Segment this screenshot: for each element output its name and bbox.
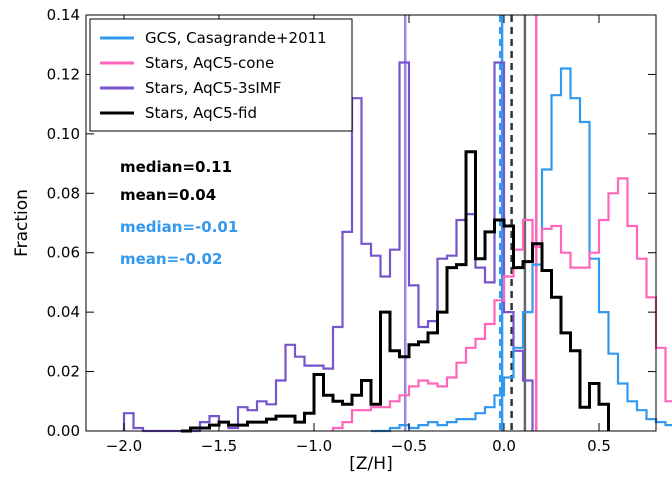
y-tick-label: 0.04 [47, 303, 80, 321]
legend-label: GCS, Casagrande+2011 [145, 29, 327, 47]
x-tick-label: 0.0 [492, 437, 516, 455]
y-tick-label: 0.00 [47, 422, 80, 440]
annotation-mean-fid: mean=0.04 [120, 186, 216, 204]
x-tick-label: −1.5 [201, 437, 237, 455]
y-tick-label: 0.14 [47, 6, 80, 24]
series-step-line [122, 61, 534, 433]
axes: −2.0 −1.5 −1.0 −0.5 0.0 0.5 0.000.020.040.060… [12, 6, 657, 474]
x-tick-label: 0.5 [587, 437, 611, 455]
legend-label: Stars, AqC5-cone [145, 54, 274, 72]
x-axis-label: [Z/H] [349, 454, 392, 474]
legend: GCS, Casagrande+2011 Stars, AqC5-cone Star… [89, 18, 353, 132]
legend-label: Stars, AqC5-fid [145, 104, 257, 122]
statistic-lines [403, 15, 538, 431]
legend-label: Stars, AqC5-3sIMF [145, 79, 281, 97]
y-axis-label: Fraction [12, 189, 32, 257]
y-axis-ticks: 0.00 0.02 0.04 0.06 0.08 0.10 0.12 0.14 [47, 6, 656, 440]
y-tick-label: 0.10 [47, 125, 80, 143]
series-group [122, 61, 672, 433]
x-tick-label: −0.5 [391, 437, 427, 455]
plot-frame [85, 14, 657, 432]
annotation-median-gcs: median=-0.01 [120, 218, 238, 236]
series-step-line [331, 177, 672, 431]
x-axis-ticks: −2.0 −1.5 −1.0 −0.5 0.0 0.5 [106, 15, 611, 455]
annotation-median-fid: median=0.11 [120, 158, 232, 176]
x-tick-label: −2.0 [106, 437, 142, 455]
x-tick-label: −1.0 [296, 437, 332, 455]
series-step-line [181, 150, 610, 433]
y-tick-label: 0.06 [47, 244, 80, 262]
annotation-mean-gcs: mean=-0.02 [120, 250, 222, 268]
y-tick-label: 0.08 [47, 184, 80, 202]
series-step-line [371, 67, 672, 433]
statistics-annotations: median=0.11 mean=0.04 median=-0.01 mean=… [120, 158, 238, 268]
y-tick-label: 0.02 [47, 363, 80, 381]
y-tick-label: 0.12 [47, 65, 80, 83]
